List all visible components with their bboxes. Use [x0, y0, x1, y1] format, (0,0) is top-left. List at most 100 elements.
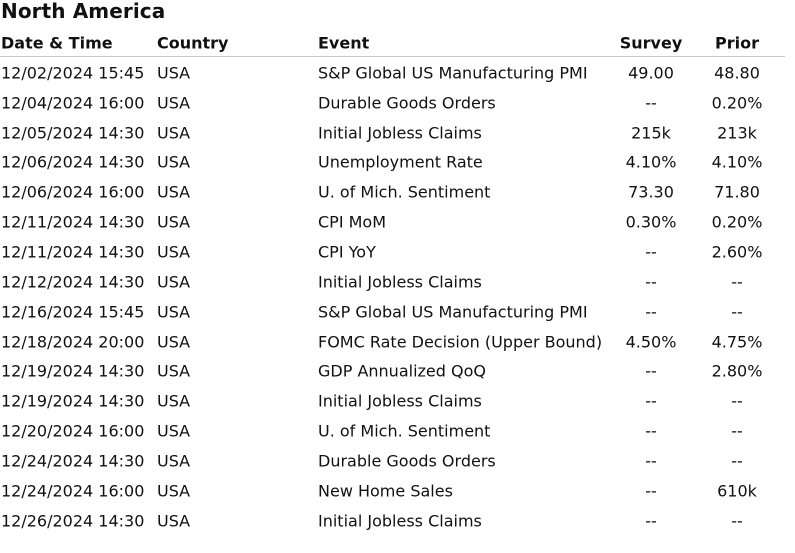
- cell-survey: 4.10%: [625, 152, 677, 172]
- cell-survey: 73.30: [628, 182, 674, 202]
- table-body: 12/02/2024 15:45 USA S&P Global US Manufac…: [0, 58, 785, 536]
- cell-event: Initial Jobless Claims: [318, 511, 482, 531]
- cell-prior: --: [731, 302, 743, 322]
- cell-prior: 0.20%: [711, 93, 763, 113]
- cell-survey: --: [645, 302, 657, 322]
- cell-survey: --: [645, 391, 657, 411]
- cell-country: USA: [157, 451, 191, 471]
- cell-prior: --: [731, 421, 743, 441]
- cell-country: USA: [157, 391, 191, 411]
- table-row: 12/24/2024 16:00 USA New Home Sales -- 610k: [0, 476, 785, 506]
- cell-event: GDP Annualized QoQ: [318, 361, 486, 381]
- cell-survey: --: [645, 481, 657, 501]
- table-row: 12/04/2024 16:00 USA Durable Goods Orders -…: [0, 88, 785, 118]
- cell-survey: --: [645, 361, 657, 381]
- cell-prior: 4.10%: [711, 152, 763, 172]
- cell-survey: --: [645, 272, 657, 292]
- cell-event: S&P Global US Manufacturing PMI: [318, 302, 588, 322]
- table-row: 12/19/2024 14:30 USA Initial Jobless Claim…: [0, 386, 785, 416]
- cell-country: USA: [157, 182, 191, 202]
- cell-country: USA: [157, 511, 191, 531]
- cell-country: USA: [157, 123, 191, 143]
- cell-event: Unemployment Rate: [318, 152, 483, 172]
- cell-prior: --: [731, 451, 743, 471]
- cell-date: 12/16/2024 15:45: [1, 302, 145, 322]
- cell-date: 12/19/2024 14:30: [1, 391, 145, 411]
- cell-event: CPI MoM: [318, 212, 387, 232]
- region-title: North America: [1, 0, 166, 23]
- cell-date: 12/12/2024 14:30: [1, 272, 145, 292]
- table-row: 12/24/2024 14:30 USA Durable Goods Orders -…: [0, 446, 785, 476]
- cell-prior: --: [731, 272, 743, 292]
- cell-survey: 4.50%: [625, 332, 677, 352]
- table-row: 12/05/2024 14:30 USA Initial Jobless Claim…: [0, 118, 785, 148]
- cell-event: Durable Goods Orders: [318, 93, 496, 113]
- cell-survey: --: [645, 511, 657, 531]
- cell-date: 12/24/2024 16:00: [1, 481, 145, 501]
- cell-prior: 0.20%: [711, 212, 763, 232]
- cell-date: 12/06/2024 16:00: [1, 182, 145, 202]
- cell-country: USA: [157, 302, 191, 322]
- cell-survey: --: [645, 242, 657, 262]
- cell-prior: 71.80: [714, 182, 760, 202]
- cell-survey: 215k: [631, 123, 671, 143]
- cell-prior: 213k: [717, 123, 757, 143]
- cell-event: Durable Goods Orders: [318, 451, 496, 471]
- cell-country: USA: [157, 332, 191, 352]
- cell-date: 12/18/2024 20:00: [1, 332, 145, 352]
- table-row: 12/12/2024 14:30 USA Initial Jobless Claim…: [0, 267, 785, 297]
- cell-date: 12/20/2024 16:00: [1, 421, 145, 441]
- cell-survey: 49.00: [628, 63, 674, 83]
- cell-country: USA: [157, 93, 191, 113]
- cell-country: USA: [157, 272, 191, 292]
- cell-country: USA: [157, 242, 191, 262]
- cell-date: 12/11/2024 14:30: [1, 212, 145, 232]
- economic-calendar-table: Date & Time Country Event Survey Prior 1…: [0, 30, 785, 536]
- cell-prior: 4.75%: [711, 332, 763, 352]
- cell-country: USA: [157, 63, 191, 83]
- cell-date: 12/06/2024 14:30: [1, 152, 145, 172]
- cell-survey: --: [645, 421, 657, 441]
- cell-event: U. of Mich. Sentiment: [318, 182, 491, 202]
- cell-date: 12/19/2024 14:30: [1, 361, 145, 381]
- table-row: 12/11/2024 14:30 USA CPI MoM 0.30% 0.20%: [0, 207, 785, 237]
- cell-event: FOMC Rate Decision (Upper Bound): [318, 332, 603, 352]
- cell-event: New Home Sales: [318, 481, 453, 501]
- cell-prior: 48.80: [714, 63, 760, 83]
- cell-event: S&P Global US Manufacturing PMI: [318, 63, 588, 83]
- cell-prior: --: [731, 391, 743, 411]
- cell-event: U. of Mich. Sentiment: [318, 421, 491, 441]
- cell-event: Initial Jobless Claims: [318, 123, 482, 143]
- cell-survey: 0.30%: [625, 212, 677, 232]
- table-row: 12/16/2024 15:45 USA S&P Global US Manufac…: [0, 297, 785, 327]
- table-row: 12/06/2024 16:00 USA U. of Mich. Sentiment…: [0, 177, 785, 207]
- table-row: 12/11/2024 14:30 USA CPI YoY -- 2.60%: [0, 237, 785, 267]
- column-header-country: Country: [157, 33, 229, 53]
- cell-date: 12/04/2024 16:00: [1, 93, 145, 113]
- cell-date: 12/05/2024 14:30: [1, 123, 145, 143]
- column-header-date: Date & Time: [1, 33, 113, 53]
- cell-prior: 2.60%: [711, 242, 763, 262]
- cell-date: 12/24/2024 14:30: [1, 451, 145, 471]
- cell-country: USA: [157, 421, 191, 441]
- table-row: 12/06/2024 14:30 USA Unemployment Rate 4.10…: [0, 148, 785, 178]
- cell-country: USA: [157, 212, 191, 232]
- column-header-prior: Prior: [715, 33, 759, 53]
- table-row: 12/18/2024 20:00 USA FOMC Rate Decision (U…: [0, 327, 785, 357]
- table-row: 12/26/2024 14:30 USA Initial Jobless Claim…: [0, 506, 785, 536]
- cell-event: Initial Jobless Claims: [318, 272, 482, 292]
- cell-prior: 610k: [717, 481, 757, 501]
- cell-date: 12/26/2024 14:30: [1, 511, 145, 531]
- cell-survey: --: [645, 451, 657, 471]
- table-header: Date & Time Country Event Survey Prior: [0, 30, 785, 57]
- table-row: 12/02/2024 15:45 USA S&P Global US Manufac…: [0, 58, 785, 88]
- cell-country: USA: [157, 152, 191, 172]
- cell-country: USA: [157, 481, 191, 501]
- cell-date: 12/02/2024 15:45: [1, 63, 145, 83]
- column-header-survey: Survey: [619, 33, 683, 53]
- cell-prior: --: [731, 511, 743, 531]
- cell-survey: --: [645, 93, 657, 113]
- table-row: 12/19/2024 14:30 USA GDP Annualized QoQ -- 2…: [0, 356, 785, 386]
- cell-date: 12/11/2024 14:30: [1, 242, 145, 262]
- cell-country: USA: [157, 361, 191, 381]
